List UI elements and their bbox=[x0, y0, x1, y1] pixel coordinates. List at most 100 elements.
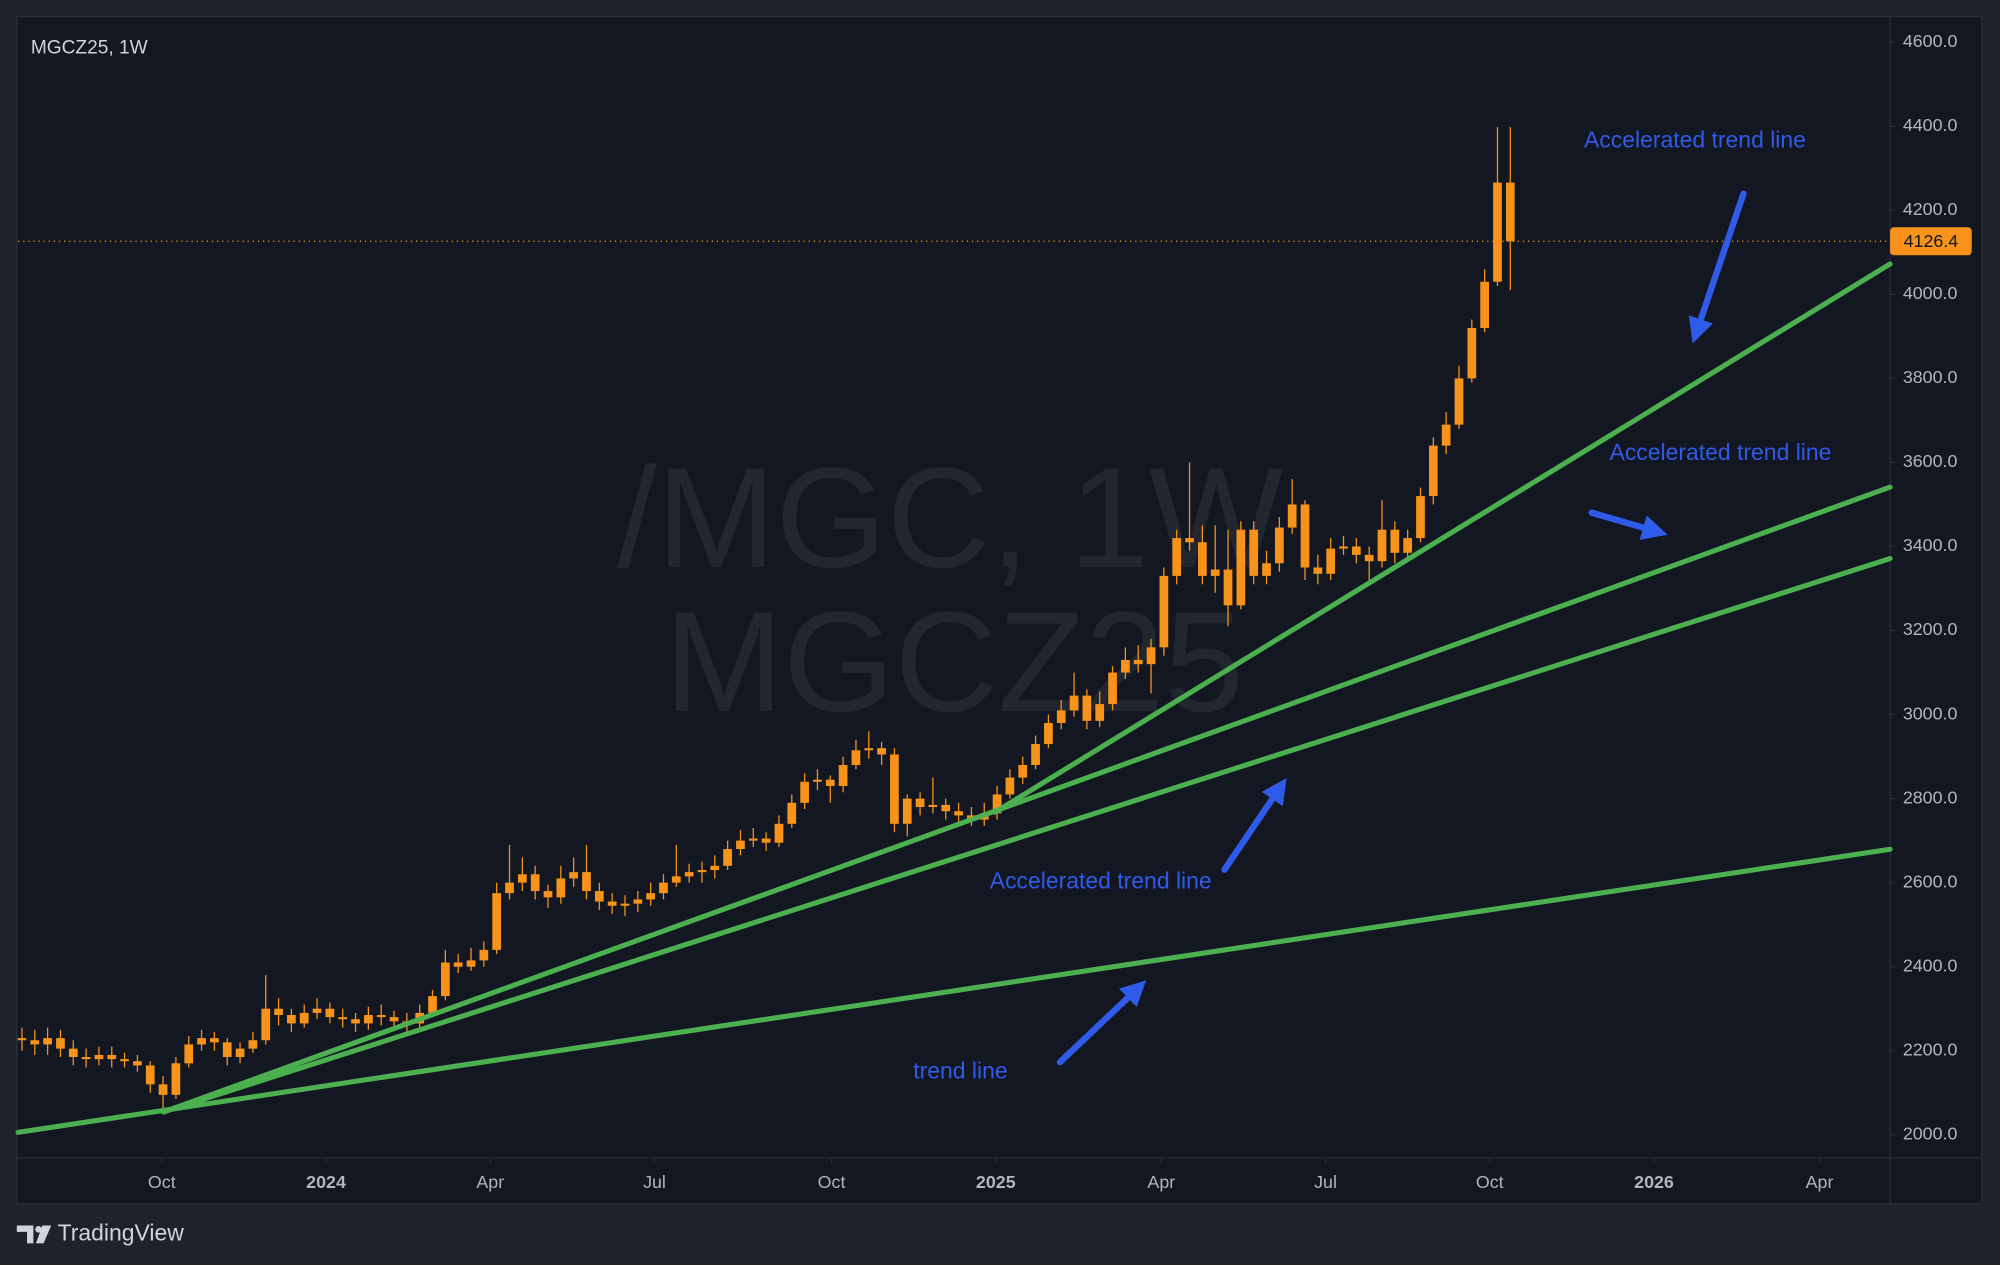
x-tick-label: Apr bbox=[1806, 1172, 1834, 1192]
chart-title: MGCZ25, 1W bbox=[31, 38, 148, 59]
last-price-tag bbox=[1890, 227, 1972, 256]
candle-body bbox=[736, 840, 745, 850]
candle-body bbox=[158, 1084, 168, 1095]
candle-body bbox=[928, 804, 938, 808]
y-tick-label: 4200.0 bbox=[1903, 199, 1958, 219]
candle-body bbox=[1274, 527, 1284, 564]
candle-body bbox=[1056, 710, 1066, 723]
candle-body bbox=[723, 849, 732, 866]
candle-body bbox=[364, 1015, 373, 1024]
candle-body bbox=[1287, 504, 1297, 528]
candle-body bbox=[748, 838, 758, 841]
watermark: MGCZ25 bbox=[664, 583, 1243, 742]
candle-body bbox=[492, 893, 502, 950]
candle-body bbox=[1377, 529, 1387, 562]
logo-mark bbox=[35, 1225, 52, 1244]
candle-body bbox=[235, 1048, 245, 1058]
candle-body bbox=[453, 962, 463, 967]
trend-line bbox=[15, 846, 1893, 1135]
candle-body bbox=[210, 1038, 219, 1043]
candle-body bbox=[1300, 504, 1310, 568]
candle-body bbox=[56, 1038, 65, 1049]
x-tick-label: Apr bbox=[476, 1172, 504, 1192]
candle-body bbox=[902, 798, 912, 824]
candle-body bbox=[428, 996, 437, 1013]
candle-body bbox=[1005, 777, 1015, 795]
arrow bbox=[1056, 980, 1147, 1066]
candle-body bbox=[1159, 575, 1169, 648]
brand[interactable]: TradingView bbox=[58, 1219, 185, 1245]
candle-body bbox=[813, 779, 822, 782]
y-tick-label: 3400.0 bbox=[1903, 535, 1958, 555]
candle-body bbox=[569, 872, 579, 879]
candle-body bbox=[261, 1008, 271, 1041]
candle-body bbox=[1339, 546, 1348, 549]
candle-body bbox=[633, 899, 643, 904]
candle-body bbox=[30, 1040, 40, 1045]
candle-body bbox=[338, 1017, 348, 1020]
x-tick-label: Oct bbox=[818, 1172, 846, 1192]
candle-body bbox=[1416, 496, 1425, 539]
y-tick-label: 2800.0 bbox=[1903, 787, 1958, 807]
candle-body bbox=[1146, 647, 1156, 665]
x-tick-label: 2024 bbox=[306, 1172, 346, 1192]
candle-body bbox=[864, 748, 874, 751]
annotation: Accelerated trend line bbox=[1610, 439, 1832, 465]
candle-body bbox=[287, 1015, 296, 1024]
y-tick-label: 4000.0 bbox=[1903, 283, 1958, 303]
candle-body bbox=[671, 876, 681, 883]
candle-body bbox=[684, 872, 694, 877]
y-tick-label: 4600.0 bbox=[1903, 31, 1958, 51]
candle-body bbox=[145, 1065, 155, 1085]
candle-body bbox=[517, 874, 527, 883]
candle-body bbox=[1428, 445, 1438, 497]
annotation: trend line bbox=[913, 1058, 1007, 1084]
annotation: Accelerated trend line bbox=[1584, 127, 1806, 153]
candle-body bbox=[440, 962, 450, 997]
last-price-label: 4126.4 bbox=[1904, 231, 1959, 251]
candle-body bbox=[659, 882, 668, 894]
trend-line bbox=[160, 484, 1893, 1115]
candle-body bbox=[1121, 659, 1130, 673]
arrow bbox=[1588, 509, 1668, 540]
candle-body bbox=[466, 960, 476, 967]
y-tick-label: 2000.0 bbox=[1903, 1123, 1958, 1143]
candle-body bbox=[800, 781, 809, 803]
candle-body bbox=[43, 1038, 52, 1045]
candle-body bbox=[1236, 529, 1246, 606]
candle-body bbox=[1172, 538, 1182, 576]
candle-body bbox=[312, 1008, 322, 1013]
y-tick-label: 2400.0 bbox=[1903, 955, 1958, 975]
candle-body bbox=[1403, 538, 1413, 553]
arrow bbox=[1221, 777, 1287, 873]
candle-body bbox=[376, 1015, 386, 1018]
candle-body bbox=[81, 1057, 91, 1060]
candle-body bbox=[594, 891, 604, 902]
candle-body bbox=[787, 802, 797, 824]
arrow bbox=[1688, 190, 1747, 344]
candle-body bbox=[325, 1008, 335, 1018]
candle-body bbox=[992, 794, 1002, 814]
candle-body bbox=[1069, 695, 1079, 711]
candle-body bbox=[274, 1008, 283, 1016]
candle-body bbox=[107, 1054, 117, 1060]
arrows bbox=[1056, 190, 1747, 1066]
candle-body bbox=[1108, 672, 1117, 705]
candle-body bbox=[710, 865, 720, 871]
x-tick-label: Oct bbox=[1476, 1172, 1504, 1192]
candle-body bbox=[877, 748, 886, 755]
candle-body bbox=[954, 811, 963, 816]
y-tick-label: 4400.0 bbox=[1903, 115, 1958, 135]
x-tick-label: Apr bbox=[1147, 1172, 1175, 1192]
logo bbox=[16, 1225, 52, 1244]
x-tick-label: 2025 bbox=[976, 1172, 1016, 1192]
x-tick-label: Jul bbox=[1314, 1172, 1337, 1192]
annotation: Accelerated trend line bbox=[990, 868, 1212, 894]
candle-body bbox=[761, 838, 771, 843]
candle-body bbox=[1031, 743, 1040, 765]
y-tick-label: 3200.0 bbox=[1903, 619, 1958, 639]
candle-body bbox=[543, 891, 553, 898]
y-tick-label: 3600.0 bbox=[1903, 451, 1958, 471]
x-tick-label: 2026 bbox=[1634, 1172, 1674, 1192]
